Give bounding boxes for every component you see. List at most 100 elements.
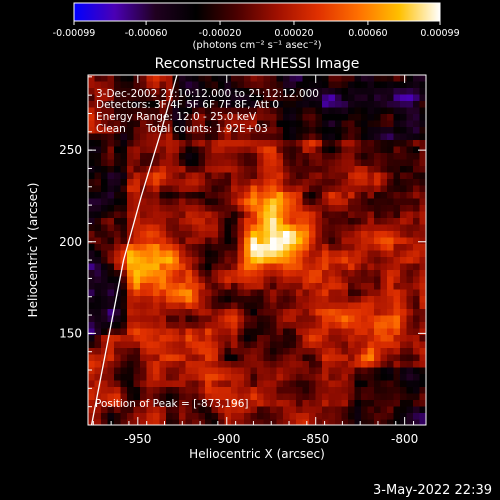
heatmap-cell	[367, 341, 375, 349]
heatmap-cell	[146, 231, 154, 238]
heatmap-cell	[101, 192, 108, 199]
heatmap-cell	[257, 237, 264, 245]
heatmap-cell	[257, 185, 264, 193]
heatmap-cell	[341, 94, 349, 102]
heatmap-cell	[179, 400, 186, 407]
heatmap-cell	[224, 263, 232, 271]
heatmap-cell	[153, 328, 160, 336]
heatmap-cell	[309, 198, 316, 206]
heatmap-cell	[387, 315, 394, 323]
heatmap-cell	[250, 211, 258, 219]
heatmap-cell	[380, 81, 388, 89]
heatmap-cell	[413, 237, 420, 245]
heatmap-cell	[315, 276, 323, 284]
heatmap-cell	[380, 348, 388, 355]
heatmap-cell	[224, 289, 232, 297]
heatmap-cell	[263, 146, 271, 154]
heatmap-cell	[296, 185, 303, 193]
heatmap-cell	[244, 348, 251, 355]
heatmap-cell	[341, 406, 349, 414]
heatmap-cell	[94, 127, 102, 134]
heatmap-cell	[400, 101, 407, 108]
heatmap-cell	[380, 406, 388, 414]
heatmap-cell	[244, 88, 251, 95]
heatmap-cell	[101, 127, 108, 134]
heatmap-cell	[120, 354, 128, 362]
heatmap-cell	[172, 166, 180, 173]
heatmap-cell	[224, 393, 232, 401]
heatmap-cell	[419, 263, 426, 271]
heatmap-cell	[400, 367, 407, 375]
heatmap-cell	[328, 387, 336, 394]
heatmap-cell	[341, 413, 349, 420]
heatmap-cell	[328, 393, 336, 401]
heatmap-cell	[348, 75, 355, 82]
heatmap-cell	[88, 179, 95, 186]
heatmap-cell	[198, 146, 206, 154]
heatmap-cell	[315, 153, 323, 160]
heatmap-cell	[335, 107, 342, 115]
heatmap-cell	[296, 140, 303, 147]
heatmap-cell	[94, 322, 102, 329]
heatmap-cell	[374, 133, 381, 141]
heatmap-cell	[153, 198, 160, 206]
heatmap-cell	[133, 315, 141, 323]
heatmap-cell	[127, 94, 134, 102]
heatmap-cell	[205, 419, 212, 425]
heatmap-cell	[224, 250, 232, 258]
heatmap-cell	[140, 94, 147, 102]
heatmap-cell	[296, 419, 303, 425]
heatmap-cell	[250, 237, 258, 245]
heatmap-cell	[335, 101, 342, 108]
heatmap-cell	[400, 341, 407, 349]
heatmap-cell	[400, 218, 407, 225]
heatmap-cell	[218, 335, 225, 342]
heatmap-cell	[322, 361, 329, 368]
heatmap-cell	[387, 393, 394, 401]
heatmap-cell	[127, 185, 134, 193]
heatmap-cell	[244, 101, 251, 108]
heatmap-cell	[218, 302, 225, 310]
heatmap-cell	[172, 335, 180, 342]
heatmap-cell	[88, 231, 95, 238]
heatmap-cell	[179, 393, 186, 401]
heatmap-cell	[101, 309, 108, 316]
heatmap-cell	[413, 283, 420, 290]
heatmap-cell	[419, 198, 426, 206]
heatmap-cell	[211, 205, 219, 212]
heatmap-cell	[374, 374, 381, 381]
heatmap-cell	[309, 354, 316, 362]
heatmap-cell	[231, 81, 238, 89]
heatmap-cell	[192, 393, 199, 401]
heatmap-cell	[166, 257, 173, 264]
heatmap-cell	[133, 276, 141, 284]
heatmap-cell	[419, 231, 426, 238]
plot-frame	[87, 74, 427, 426]
heatmap-cell	[172, 387, 180, 394]
heatmap-cell	[322, 75, 329, 82]
heatmap-cell	[107, 237, 115, 245]
heatmap-cell	[419, 387, 426, 394]
heatmap-cell	[133, 348, 141, 355]
heatmap-cell	[192, 270, 199, 277]
heatmap-cell	[335, 276, 342, 284]
heatmap-cell	[309, 393, 316, 401]
heatmap-cell	[354, 322, 362, 329]
heatmap-cell	[224, 81, 232, 89]
heatmap-cell	[172, 380, 180, 388]
heatmap-cell	[101, 133, 108, 141]
heatmap-cell	[406, 88, 414, 95]
heatmap-cell	[205, 88, 212, 95]
heatmap-cell	[315, 192, 323, 199]
heatmap-cell	[166, 380, 173, 388]
heatmap-cell	[257, 283, 264, 290]
heatmap-cell	[302, 185, 310, 193]
heatmap-cell	[185, 270, 193, 277]
heatmap-cell	[101, 387, 108, 394]
heatmap-cell	[120, 322, 128, 329]
heatmap-cell	[341, 146, 349, 154]
heatmap-cell	[153, 133, 160, 141]
heatmap-cell	[127, 270, 134, 277]
heatmap-cell	[107, 159, 115, 167]
